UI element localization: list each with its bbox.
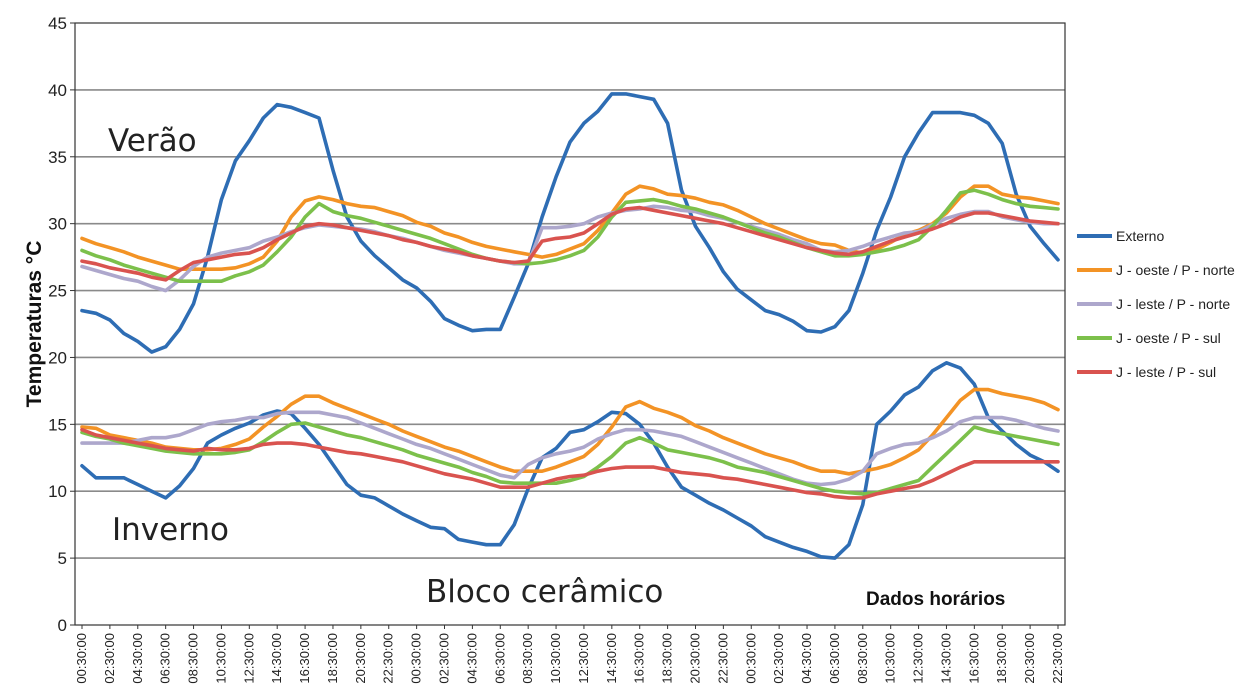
y-axis-ticks: 0 5 10 15 20 25 30 35 40 45 <box>48 14 75 635</box>
x-tick-label: 18:30:00 <box>660 633 675 684</box>
annotation-verao: Verão <box>108 123 197 159</box>
x-tick-label: 10:30:00 <box>883 633 898 684</box>
series-line-j-oeste-p-norte <box>80 387 1060 476</box>
legend-label: J - leste / P - norte <box>1116 296 1230 312</box>
legend-label: J - leste / P - sul <box>1116 364 1216 380</box>
legend: Externo J - oeste / P - norte J - leste / … <box>1077 228 1235 380</box>
legend-label: Externo <box>1116 228 1164 244</box>
series-line-j-leste-p-norte <box>80 204 1060 293</box>
x-tick-label: 14:30:00 <box>604 633 619 684</box>
x-tick-label: 20:30:00 <box>353 633 368 684</box>
x-tick-label: 00:30:00 <box>409 633 424 684</box>
x-tick-label: 22:30:00 <box>381 633 396 684</box>
y-tick-label: 30 <box>48 215 67 234</box>
series-line-j-leste-p-sul <box>80 427 1060 500</box>
series-line-j-leste-p-sul <box>80 205 1060 282</box>
x-tick-label: 06:30:00 <box>158 633 173 684</box>
x-tick-label: 04:30:00 <box>799 633 814 684</box>
x-tick-label: 18:30:00 <box>994 633 1009 684</box>
series-line-externo <box>80 92 1060 354</box>
y-tick-label: 5 <box>58 549 67 568</box>
x-tick-label: 12:30:00 <box>911 633 926 684</box>
annotation-bloco: Bloco cerâmico <box>426 574 663 610</box>
x-tick-label: 06:30:00 <box>492 633 507 684</box>
x-tick-label: 22:30:00 <box>715 633 730 684</box>
annotation-dados: Dados horários <box>866 589 1005 610</box>
x-tick-label: 00:30:00 <box>743 633 758 684</box>
legend-label: J - oeste / P - sul <box>1116 330 1221 346</box>
x-tick-label: 08:30:00 <box>186 633 201 684</box>
series-lines <box>80 92 1060 560</box>
x-tick-label: 02:30:00 <box>437 633 452 684</box>
x-tick-label: 12:30:00 <box>576 633 591 684</box>
x-tick-label: 16:30:00 <box>966 633 981 684</box>
x-tick-label: 04:30:00 <box>464 633 479 684</box>
x-tick-label: 14:30:00 <box>269 633 284 684</box>
x-tick-label: 04:30:00 <box>130 633 145 684</box>
x-tick-label: 02:30:00 <box>102 633 117 684</box>
x-axis-ticks: 00:30:00 02:30:00 04:30:00 06:30:00 08:30:00… <box>74 625 1065 684</box>
y-tick-label: 10 <box>48 482 67 501</box>
x-tick-label: 10:30:00 <box>213 633 228 684</box>
plot-border <box>74 22 1066 626</box>
x-tick-label: 08:30:00 <box>855 633 870 684</box>
x-tick-label: 06:30:00 <box>827 633 842 684</box>
y-tick-label: 40 <box>48 81 67 100</box>
y-tick-label: 0 <box>58 616 67 635</box>
x-tick-label: 14:30:00 <box>938 633 953 684</box>
series-line-j-oeste-p-sul <box>80 188 1060 284</box>
x-tick-label: 10:30:00 <box>548 633 563 684</box>
annotation-inverno: Inverno <box>112 512 229 548</box>
y-tick-label: 20 <box>48 348 67 367</box>
y-axis-label: Temperaturas °C <box>23 241 46 408</box>
x-tick-label: 22:30:00 <box>1050 633 1065 684</box>
y-tick-label: 15 <box>48 415 67 434</box>
y-tick-label: 25 <box>48 282 67 301</box>
x-tick-label: 08:30:00 <box>520 633 535 684</box>
x-tick-label: 16:30:00 <box>632 633 647 684</box>
series-line-externo <box>80 360 1060 560</box>
x-tick-label: 02:30:00 <box>771 633 786 684</box>
x-tick-label: 18:30:00 <box>325 633 340 684</box>
y-tick-label: 35 <box>48 148 67 167</box>
x-tick-label: 00:30:00 <box>74 633 89 684</box>
x-tick-label: 20:30:00 <box>1022 633 1037 684</box>
y-tick-label: 45 <box>48 14 67 33</box>
legend-label: J - oeste / P - norte <box>1116 262 1235 278</box>
series-line-j-leste-p-norte <box>80 410 1060 487</box>
gridlines <box>75 89 1065 559</box>
x-tick-label: 16:30:00 <box>297 633 312 684</box>
x-tick-label: 12:30:00 <box>241 633 256 684</box>
x-tick-label: 20:30:00 <box>687 633 702 684</box>
